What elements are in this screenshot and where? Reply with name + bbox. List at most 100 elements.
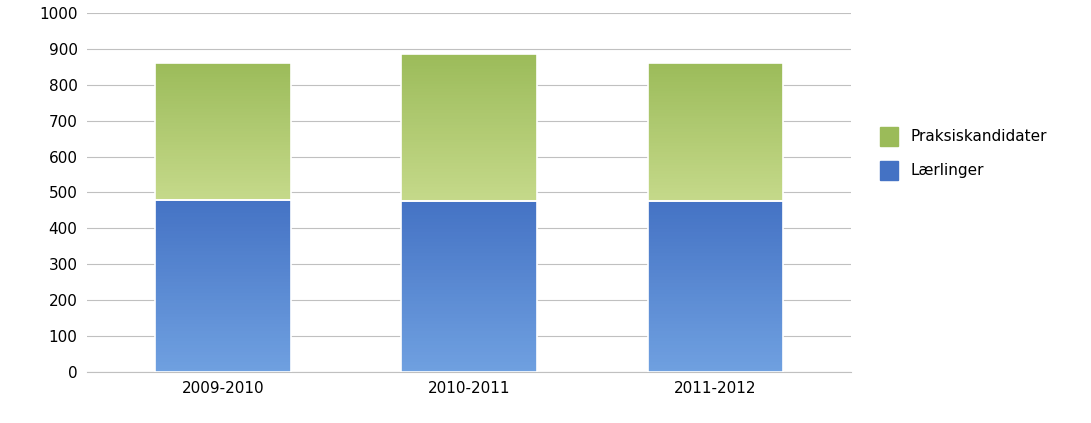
Bar <box>648 132 783 135</box>
Bar <box>401 249 537 253</box>
Bar <box>155 362 290 365</box>
Bar <box>401 280 537 283</box>
Bar <box>155 352 290 355</box>
Bar <box>648 225 783 229</box>
Bar <box>401 215 537 219</box>
Bar <box>648 335 783 338</box>
Bar <box>401 212 537 215</box>
Bar <box>155 137 290 140</box>
Bar <box>401 54 537 201</box>
Bar <box>401 116 537 119</box>
Bar <box>401 83 537 86</box>
Bar <box>401 63 537 66</box>
Bar <box>401 154 537 157</box>
Legend: Praksiskandidater, Lærlinger: Praksiskandidater, Lærlinger <box>874 121 1053 186</box>
Bar <box>155 307 290 310</box>
Bar <box>155 255 290 258</box>
Bar <box>648 91 783 93</box>
Bar <box>155 80 290 82</box>
Bar <box>648 163 783 165</box>
Bar <box>155 338 290 341</box>
Bar <box>401 101 537 104</box>
Bar <box>155 262 290 265</box>
Bar <box>155 276 290 279</box>
Bar <box>401 175 537 178</box>
Bar <box>401 89 537 92</box>
Bar <box>401 110 537 113</box>
Bar <box>401 328 537 331</box>
Bar <box>648 77 783 80</box>
Bar <box>155 93 290 96</box>
Bar <box>648 74 783 77</box>
Bar <box>401 146 537 148</box>
Bar <box>401 266 537 270</box>
Bar <box>648 355 783 359</box>
Bar <box>648 66 783 69</box>
Bar <box>401 294 537 297</box>
Bar <box>648 277 783 280</box>
Bar <box>155 63 290 200</box>
Bar <box>401 98 537 101</box>
Bar <box>155 192 290 194</box>
Bar <box>648 135 783 138</box>
Bar <box>401 300 537 304</box>
Bar <box>401 263 537 266</box>
Bar <box>401 222 537 225</box>
Bar <box>401 338 537 341</box>
Bar <box>648 129 783 132</box>
Bar <box>648 93 783 96</box>
Bar <box>155 324 290 327</box>
Bar <box>648 146 783 149</box>
Bar <box>401 219 537 222</box>
Bar <box>401 57 537 60</box>
Bar <box>401 256 537 260</box>
Bar <box>401 362 537 365</box>
Bar <box>648 304 783 308</box>
Bar <box>155 186 290 189</box>
Bar <box>401 297 537 300</box>
Bar <box>401 60 537 63</box>
Bar <box>401 134 537 137</box>
Bar <box>155 369 290 372</box>
Bar <box>155 203 290 206</box>
Bar <box>648 168 783 171</box>
Bar <box>401 192 537 195</box>
Bar <box>648 179 783 182</box>
Bar <box>155 156 290 159</box>
Bar <box>401 348 537 352</box>
Bar <box>155 183 290 186</box>
Bar <box>155 355 290 358</box>
Bar <box>401 253 537 256</box>
Bar <box>401 355 537 359</box>
Bar <box>648 99 783 102</box>
Bar <box>401 172 537 175</box>
Bar <box>648 232 783 236</box>
Bar <box>401 324 537 328</box>
Bar <box>401 119 537 122</box>
Bar <box>155 85 290 88</box>
Bar <box>155 115 290 118</box>
Bar <box>401 160 537 163</box>
Bar <box>648 115 783 118</box>
Bar <box>648 85 783 88</box>
Bar <box>155 99 290 101</box>
Bar <box>648 314 783 318</box>
Bar <box>155 272 290 276</box>
Bar <box>401 321 537 324</box>
Bar <box>401 137 537 140</box>
Bar <box>155 227 290 231</box>
Bar <box>401 341 537 345</box>
Bar <box>155 197 290 200</box>
Bar <box>401 95 537 98</box>
Bar <box>648 205 783 208</box>
Bar <box>648 190 783 193</box>
Bar <box>401 208 537 212</box>
Bar <box>401 169 537 172</box>
Bar <box>401 157 537 160</box>
Bar <box>648 338 783 341</box>
Bar <box>648 82 783 85</box>
Bar <box>155 148 290 151</box>
Bar <box>648 280 783 283</box>
Bar <box>155 172 290 175</box>
Bar <box>155 251 290 255</box>
